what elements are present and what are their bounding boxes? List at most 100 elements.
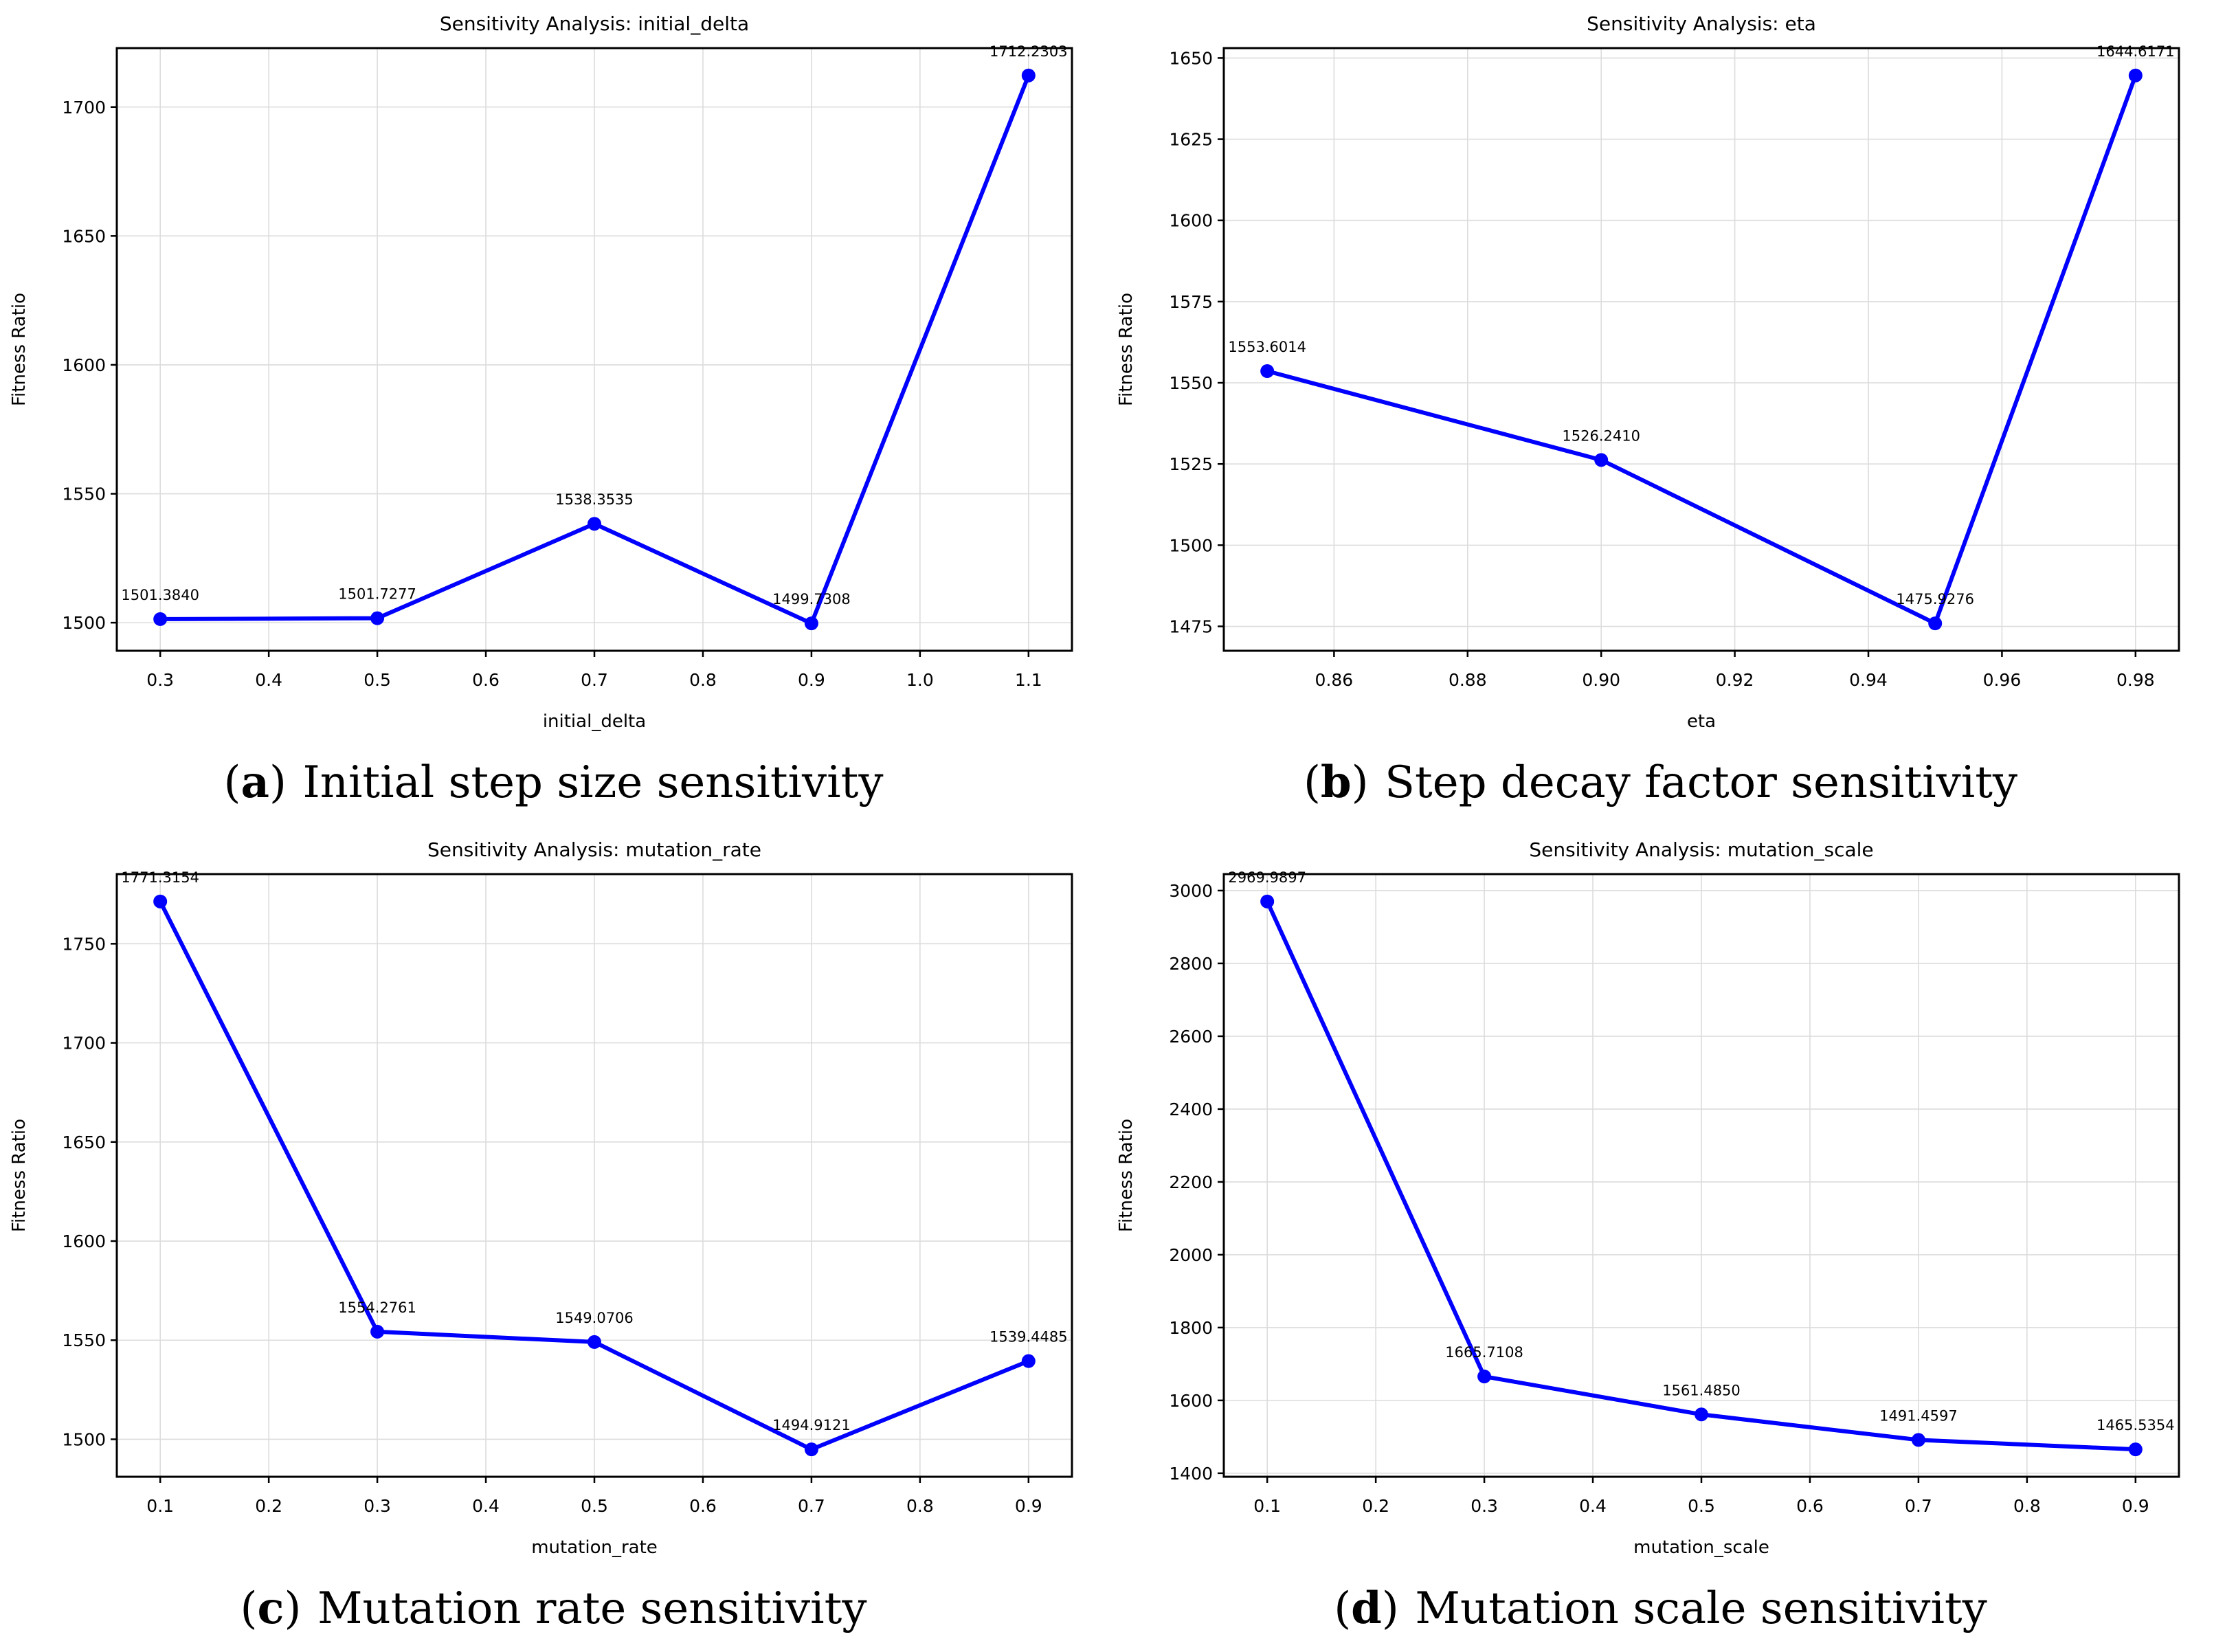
caption-close-paren: ) — [269, 757, 287, 808]
point-value-label: 1526.2410 — [1562, 427, 1640, 444]
data-point-marker — [804, 1442, 818, 1457]
x-tick-label: 0.5 — [581, 1496, 608, 1516]
chart-title: Sensitivity Analysis: eta — [1587, 12, 1816, 35]
x-tick-label: 0.94 — [1849, 670, 1888, 690]
plot-border — [115, 47, 1073, 652]
y-tick-label: 1650 — [1169, 48, 1213, 68]
caption-text: Mutation scale sensitivity — [1401, 1583, 1987, 1634]
caption-open-paren: ( — [240, 1583, 258, 1634]
x-tick-label: 0.8 — [2013, 1496, 2041, 1516]
y-axis: 1500 1550 1600 1650 1700 Fitness Ratio — [9, 98, 117, 633]
data-point-marker — [1928, 616, 1943, 631]
point-labels: 1553.6014 1526.2410 1475.9276 1644.6171 — [1228, 43, 2174, 607]
x-tick-label: 0.3 — [364, 1496, 391, 1516]
x-tick-label: 0.5 — [1688, 1496, 1715, 1516]
data-point-marker — [1260, 364, 1275, 379]
x-tick-label: 0.1 — [1253, 1496, 1281, 1516]
y-tick-label: 2200 — [1169, 1172, 1213, 1192]
point-value-label: 1539.4485 — [989, 1329, 1068, 1346]
caption-letter: a — [241, 757, 269, 808]
point-labels: 1501.3840 1501.7277 1538.3535 1499.7308 1712… — [121, 43, 1067, 607]
y-tick-label: 1500 — [62, 1429, 106, 1449]
data-point-marker — [370, 611, 385, 625]
plot-border — [1222, 873, 2180, 1478]
point-value-label: 1712.2303 — [989, 43, 1068, 60]
x-tick-label: 0.3 — [1471, 1496, 1498, 1516]
caption-close-paren: ) — [1351, 757, 1369, 808]
caption-letter: d — [1351, 1583, 1382, 1634]
y-tick-label: 1575 — [1169, 292, 1213, 312]
x-axis-label: initial_delta — [543, 711, 646, 732]
y-tick-label: 1650 — [62, 1132, 106, 1152]
caption-open-paren: ( — [1303, 757, 1321, 808]
x-axis-label: mutation_rate — [531, 1537, 658, 1558]
x-tick-label: 0.6 — [472, 670, 500, 690]
y-tick-label: 1600 — [62, 1231, 106, 1251]
data-points — [153, 894, 1036, 1457]
x-tick-label: 1.1 — [1015, 670, 1042, 690]
y-axis-label: Fitness Ratio — [1116, 293, 1137, 406]
x-axis: 0.1 0.2 0.3 0.4 0.5 0.6 0.7 0.8 0.9 mutation_rate — [146, 1477, 1042, 1558]
x-tick-label: 0.9 — [1015, 1496, 1042, 1516]
point-value-label: 1494.9121 — [772, 1417, 851, 1433]
point-value-label: 1501.3840 — [121, 587, 199, 603]
y-tick-label: 1750 — [62, 934, 106, 954]
x-tick-label: 0.4 — [1579, 1496, 1607, 1516]
x-axis: 0.1 0.2 0.3 0.4 0.5 0.6 0.7 0.8 0.9 mutation_scal… — [1253, 1477, 2149, 1558]
x-axis: 0.3 0.4 0.5 0.6 0.7 0.8 0.9 1.0 1.1 initial_delta — [146, 651, 1042, 732]
x-tick-label: 0.9 — [798, 670, 825, 690]
x-tick-label: 0.7 — [581, 670, 608, 690]
point-value-label: 1538.3535 — [555, 491, 634, 508]
caption-d: (d) Mutation scale sensitivity — [1107, 1565, 2214, 1652]
y-tick-label: 2600 — [1169, 1027, 1213, 1047]
plot-border — [1222, 47, 2180, 652]
point-value-label: 1491.4597 — [1879, 1407, 1958, 1424]
line-chart-initial-delta: 0.3 0.4 0.5 0.6 0.7 0.8 0.9 1.0 1.1 initial_delta… — [9, 12, 1073, 732]
data-point-marker — [2128, 1442, 2143, 1457]
data-points — [1260, 894, 2143, 1457]
x-tick-label: 0.8 — [906, 1496, 934, 1516]
x-tick-label: 0.1 — [146, 1496, 174, 1516]
x-tick-label: 0.90 — [1582, 670, 1620, 690]
chart-title: Sensitivity Analysis: mutation_scale — [1529, 838, 1873, 861]
x-tick-label: 0.2 — [1362, 1496, 1389, 1516]
y-tick-label: 1550 — [62, 1330, 106, 1350]
point-labels: 2969.9897 1665.7108 1561.4850 1491.4597 1465… — [1228, 869, 2174, 1433]
grid — [117, 48, 1072, 651]
y-tick-label: 2400 — [1169, 1100, 1213, 1119]
y-tick-label: 1800 — [1169, 1318, 1213, 1338]
data-point-marker — [1594, 453, 1609, 467]
point-value-label: 1553.6014 — [1228, 339, 1306, 355]
x-tick-label: 0.6 — [689, 1496, 717, 1516]
subplot-a-initial-delta: 0.3 0.4 0.5 0.6 0.7 0.8 0.9 1.0 1.1 initial_delta… — [0, 0, 1107, 826]
y-tick-label: 1600 — [62, 355, 106, 375]
data-point-marker — [1477, 1370, 1492, 1384]
y-tick-label: 1525 — [1169, 454, 1213, 474]
caption-text: Initial step size sensitivity — [289, 757, 884, 808]
y-tick-label: 1700 — [62, 1034, 106, 1053]
y-axis: 1475 1500 1525 1550 1575 1600 1625 1650 Fitness … — [1116, 48, 1224, 637]
x-tick-label: 0.7 — [798, 1496, 825, 1516]
y-tick-label: 2000 — [1169, 1245, 1213, 1265]
point-value-label: 2969.9897 — [1228, 869, 1306, 886]
data-point-marker — [153, 894, 168, 908]
data-point-marker — [1911, 1433, 1925, 1447]
x-tick-label: 0.96 — [1983, 670, 2022, 690]
point-value-label: 1475.9276 — [1896, 591, 1974, 607]
x-tick-label: 1.0 — [906, 670, 934, 690]
x-tick-label: 0.6 — [1796, 1496, 1824, 1516]
caption-close-paren: ) — [1381, 1583, 1399, 1634]
x-axis: 0.86 0.88 0.90 0.92 0.94 0.96 0.98 eta — [1315, 651, 2155, 732]
series-line — [1265, 73, 2138, 626]
subplot-c-mutation-rate: 0.1 0.2 0.3 0.4 0.5 0.6 0.7 0.8 0.9 mutation_rate… — [0, 826, 1107, 1652]
data-point-marker — [1021, 1354, 1036, 1368]
x-tick-label: 0.9 — [2122, 1496, 2149, 1516]
point-value-label: 1644.6171 — [2096, 43, 2175, 60]
data-point-marker — [1021, 68, 1036, 82]
chart-title: Sensitivity Analysis: initial_delta — [440, 12, 749, 35]
caption-c: (c) Mutation rate sensitivity — [0, 1565, 1107, 1652]
data-point-marker — [588, 1335, 601, 1349]
subplot-b-eta: 0.86 0.88 0.90 0.92 0.94 0.96 0.98 eta 1475 1500 1… — [1107, 0, 2214, 826]
caption-letter: c — [257, 1583, 284, 1634]
